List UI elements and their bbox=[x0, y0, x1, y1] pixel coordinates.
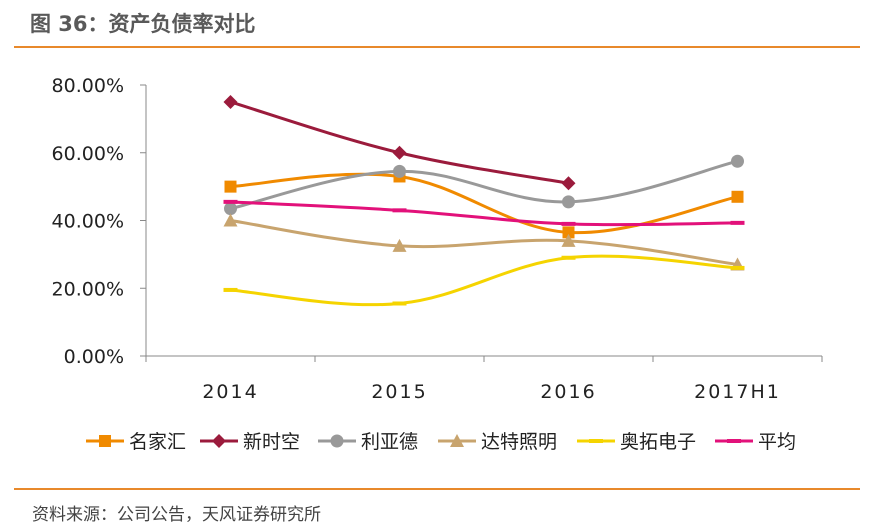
x-tick-label: 2014 bbox=[202, 381, 258, 403]
data-point bbox=[224, 180, 237, 193]
legend-swatch-marker bbox=[212, 434, 226, 448]
series-2 bbox=[224, 154, 744, 216]
series-5 bbox=[223, 199, 745, 227]
data-point bbox=[562, 226, 575, 239]
data-point bbox=[562, 195, 575, 209]
series-3 bbox=[223, 213, 745, 271]
legend-label: 奥拓电子 bbox=[620, 431, 696, 453]
legend-item: 名家汇 bbox=[86, 431, 186, 453]
series-4 bbox=[223, 254, 745, 307]
series-line bbox=[229, 200, 739, 227]
x-tick-label: 2015 bbox=[371, 381, 427, 403]
data-point bbox=[561, 221, 576, 226]
data-point bbox=[561, 176, 576, 191]
figure-title: 图 36：资产负债率对比 bbox=[30, 12, 256, 36]
legend-item: 平均 bbox=[715, 431, 796, 453]
data-point bbox=[561, 255, 576, 260]
data-point bbox=[223, 94, 238, 109]
legend-label: 利亚德 bbox=[361, 431, 418, 453]
legend-swatch-marker bbox=[727, 439, 741, 443]
data-point bbox=[393, 164, 406, 178]
data-point bbox=[223, 287, 238, 292]
data-point bbox=[731, 190, 744, 203]
series-1 bbox=[223, 94, 576, 191]
y-tick-label: 20.00% bbox=[52, 278, 124, 300]
data-point bbox=[392, 145, 407, 160]
source-note: 资料来源：公司公告，天风证券研究所 bbox=[32, 505, 321, 525]
data-point bbox=[224, 202, 237, 216]
legend-label: 平均 bbox=[758, 431, 796, 453]
legend-swatch-marker bbox=[450, 434, 464, 447]
series-line bbox=[229, 254, 739, 307]
data-point bbox=[223, 199, 238, 204]
legend-label: 名家汇 bbox=[129, 431, 186, 453]
legend-swatch-marker bbox=[99, 435, 111, 447]
series-line bbox=[229, 159, 739, 211]
legend-swatch-marker bbox=[589, 439, 603, 443]
data-point bbox=[561, 233, 576, 247]
x-tick-label: 2016 bbox=[540, 381, 596, 403]
y-tick-label: 80.00% bbox=[52, 75, 124, 97]
top-divider bbox=[14, 46, 860, 48]
y-tick-label: 0.00% bbox=[64, 346, 124, 368]
data-point bbox=[392, 208, 407, 213]
series-line bbox=[229, 172, 739, 235]
legend-item: 奥拓电子 bbox=[577, 431, 696, 453]
data-point bbox=[392, 238, 407, 252]
debt-ratio-chart: 0.00% 20.00% 40.00% 60.00% 80.00% 2014 2015 201… bbox=[52, 75, 823, 453]
legend-label: 新时空 bbox=[243, 431, 300, 453]
series-line bbox=[229, 219, 739, 267]
data-point bbox=[392, 301, 407, 306]
legend-item: 利亚德 bbox=[318, 431, 418, 453]
data-point bbox=[731, 154, 744, 168]
legend-item: 达特照明 bbox=[438, 431, 557, 453]
legend-item: 新时空 bbox=[200, 431, 300, 453]
y-tick-label: 60.00% bbox=[52, 143, 124, 165]
data-point bbox=[730, 220, 745, 225]
x-tick-label: 2017H1 bbox=[694, 381, 781, 403]
legend-label: 达特照明 bbox=[481, 431, 557, 453]
bottom-divider bbox=[14, 488, 860, 490]
y-tick-label: 40.00% bbox=[52, 211, 124, 233]
data-point bbox=[730, 265, 745, 270]
data-point bbox=[223, 213, 238, 227]
legend-swatch-marker bbox=[330, 434, 344, 448]
